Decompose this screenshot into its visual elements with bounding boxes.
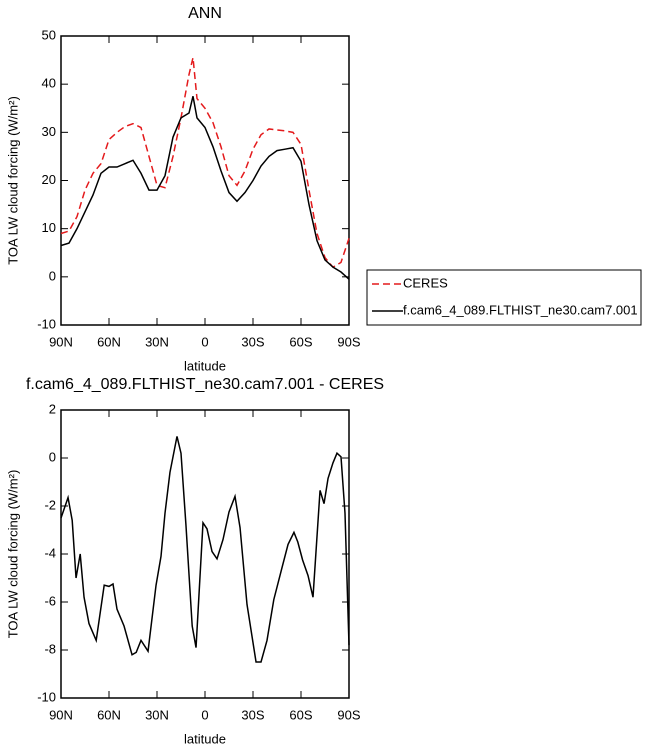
data-line [60, 436, 350, 663]
y-tick-label: -2 [44, 497, 56, 512]
data-line [60, 96, 350, 280]
x-tick-label: 60S [289, 707, 312, 722]
x-tick-label: 90N [49, 707, 73, 722]
y-tick-label: -4 [44, 545, 56, 560]
x-axis-label: latitude [184, 731, 226, 746]
x-tick-label: 30S [241, 334, 264, 349]
x-tick-label: 60N [97, 334, 121, 349]
x-tick-label: 90S [337, 707, 360, 722]
y-tick-label: -10 [37, 689, 56, 704]
plot-frame [60, 409, 350, 699]
y-axis-label: TOA LW cloud forcing (W/m²) [5, 96, 20, 265]
plot-frame [60, 35, 350, 326]
y-tick-label: 20 [42, 172, 56, 187]
data-line [60, 57, 350, 269]
y-tick-label: -10 [37, 316, 56, 331]
y-tick-label: -8 [44, 641, 56, 656]
y-axis-label: TOA LW cloud forcing (W/m²) [5, 470, 20, 639]
y-tick-label: 0 [49, 449, 56, 464]
x-tick-label: 30N [145, 334, 169, 349]
chart-title: ANN [188, 5, 222, 22]
y-tick-label: 50 [42, 27, 56, 42]
x-tick-label: 30N [145, 707, 169, 722]
x-tick-label: 60S [289, 334, 312, 349]
legend-box [366, 269, 642, 326]
x-tick-label: 30S [241, 707, 264, 722]
x-tick-label: 60N [97, 707, 121, 722]
x-tick-label: 0 [201, 707, 208, 722]
x-tick-label: 90N [49, 334, 73, 349]
legend-label: f.cam6_4_089.FLTHIST_ne30.cam7.001 [403, 302, 638, 317]
y-tick-label: -6 [44, 593, 56, 608]
x-tick-label: 90S [337, 334, 360, 349]
y-tick-label: 40 [42, 76, 56, 91]
chart-title: f.cam6_4_089.FLTHIST_ne30.cam7.001 - CER… [26, 376, 384, 393]
x-axis-label: latitude [184, 358, 226, 373]
x-tick-label: 0 [201, 334, 208, 349]
y-tick-label: 2 [49, 401, 56, 416]
y-tick-label: 30 [42, 124, 56, 139]
legend-label: CERES [403, 275, 448, 290]
y-tick-label: 10 [42, 220, 56, 235]
y-tick-label: 0 [49, 268, 56, 283]
